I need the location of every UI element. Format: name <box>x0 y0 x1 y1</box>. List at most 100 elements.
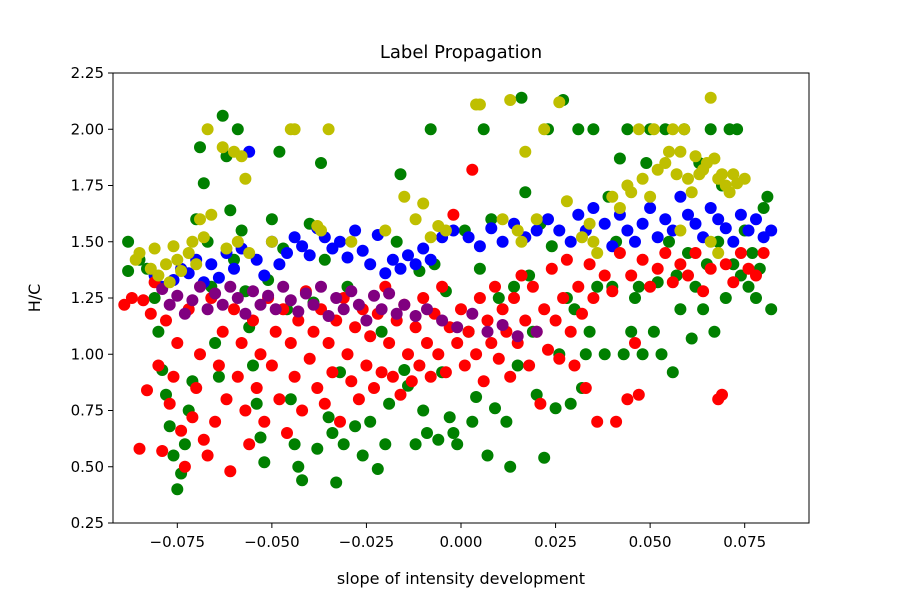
scatter-point <box>708 325 721 338</box>
scatter-point <box>197 177 210 190</box>
scatter-point <box>209 287 222 300</box>
scatter-point <box>341 251 354 264</box>
scatter-point <box>258 269 271 282</box>
scatter-point <box>587 292 600 304</box>
scatter-point <box>284 337 297 349</box>
y-tick-label: 2.00 <box>71 120 104 138</box>
x-tick-label: 0.050 <box>629 533 672 551</box>
scatter-point <box>689 217 702 230</box>
scatter-point <box>682 172 694 185</box>
scatter-point <box>511 330 524 343</box>
scatter-point <box>386 253 399 266</box>
scatter-point <box>591 247 604 259</box>
scatter-point <box>247 359 259 372</box>
scatter-point <box>421 303 433 316</box>
scatter-point <box>481 449 494 462</box>
scatter-point <box>212 359 225 372</box>
scatter-point <box>632 123 645 136</box>
scatter-point <box>576 307 588 320</box>
scatter-point <box>473 262 486 275</box>
scatter-point <box>273 145 286 158</box>
scatter-point <box>163 298 176 311</box>
scatter-point <box>504 370 517 383</box>
scatter-point <box>216 325 229 338</box>
scatter-point <box>398 190 411 203</box>
scatter-point <box>205 208 218 221</box>
scatter-point <box>292 305 305 318</box>
scatter-point <box>621 123 634 136</box>
scatter-point <box>421 427 433 439</box>
scatter-point <box>212 271 225 284</box>
scatter-point <box>144 307 157 320</box>
scatter-point <box>368 382 380 394</box>
scatter-point <box>318 253 331 266</box>
scatter-point <box>265 359 278 372</box>
scatter-point <box>235 337 248 349</box>
scatter-point <box>322 310 335 322</box>
scatter-point <box>394 168 407 181</box>
scatter-point <box>462 231 475 244</box>
x-tick-label: −0.050 <box>244 533 300 551</box>
scatter-point <box>133 442 146 455</box>
scatter-point <box>481 314 494 327</box>
scatter-point <box>674 145 687 158</box>
scatter-point <box>394 262 407 275</box>
scatter-point <box>390 235 403 248</box>
scatter-point <box>148 292 161 304</box>
scatter-point <box>587 123 600 136</box>
scatter-point <box>413 359 426 372</box>
scatter-point <box>160 314 172 327</box>
scatter-point <box>659 247 672 259</box>
scatter-point <box>212 370 225 383</box>
scatter-point <box>258 456 271 469</box>
scatter-point <box>235 150 248 163</box>
scatter-point <box>583 217 596 230</box>
scatter-point <box>436 314 449 327</box>
scatter-point <box>163 397 176 410</box>
scatter-point <box>504 94 517 106</box>
scatter-point <box>178 438 191 451</box>
scatter-point <box>190 258 203 271</box>
scatter-point <box>345 235 358 248</box>
scatter-point <box>394 388 407 401</box>
scatter-point <box>409 438 422 451</box>
scatter-point <box>409 213 422 226</box>
scatter-point <box>530 224 543 237</box>
scatter-point <box>466 163 479 176</box>
scatter-point <box>489 280 501 293</box>
scatter-point <box>186 235 199 248</box>
scatter-point <box>613 247 626 259</box>
scatter-point <box>719 222 732 235</box>
scatter-point <box>530 213 543 226</box>
scatter-point <box>685 332 698 345</box>
scatter-point <box>655 348 668 361</box>
scatter-point <box>163 420 176 433</box>
scatter-point <box>182 247 195 259</box>
scatter-point <box>451 438 464 451</box>
scatter-point <box>167 370 180 383</box>
scatter-point <box>492 352 505 365</box>
scatter-point <box>704 235 717 248</box>
scatter-point <box>398 364 411 376</box>
y-tick-label: 0.25 <box>71 514 104 532</box>
scatter-point <box>326 366 339 379</box>
scatter-point <box>678 123 691 136</box>
scatter-point <box>496 213 509 226</box>
scatter-point <box>485 337 498 349</box>
scatter-point <box>742 280 755 293</box>
scatter-point <box>371 463 384 475</box>
scatter-point <box>632 280 645 293</box>
scatter-point <box>417 292 430 304</box>
scatter-point <box>447 427 460 439</box>
scatter-point <box>209 415 222 428</box>
scatter-point <box>247 285 259 298</box>
scatter-point <box>409 258 422 271</box>
scatter-point <box>553 224 566 237</box>
scatter-point <box>515 91 528 104</box>
scatter-point <box>496 235 509 248</box>
scatter-point <box>545 262 558 275</box>
scatter-point <box>530 388 543 401</box>
scatter-point <box>296 404 309 417</box>
scatter-point <box>375 366 388 379</box>
scatter-point <box>334 415 346 428</box>
